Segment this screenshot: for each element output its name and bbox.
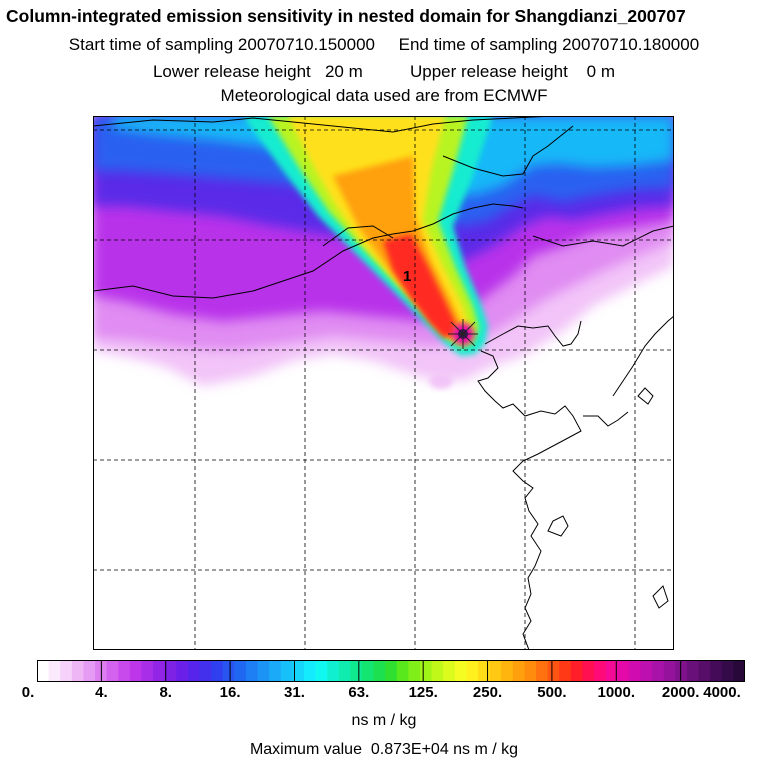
colorbar-cell (106, 660, 119, 682)
colorbar-cell (245, 660, 259, 682)
colorbar-cell (721, 660, 734, 682)
lat-lon-grid (93, 116, 674, 650)
colorbar-cell (199, 660, 212, 682)
colorbar-cell (512, 660, 526, 682)
colorbar-cell (570, 660, 584, 682)
colorbar-cell (129, 660, 143, 682)
meteorological-source-line: Meteorological data used are from ECMWF (220, 86, 548, 105)
colorbar-tick-label: 4000. (703, 684, 741, 701)
maximum-value: Maximum value 0.873E+04 ns m / kg (249, 741, 519, 758)
colorbar-cell (315, 660, 328, 682)
colorbar-cell (176, 660, 189, 682)
sensitivity-map: 1 (93, 116, 674, 650)
map-panel: 1 (93, 116, 674, 650)
colorbar-cell (280, 660, 293, 682)
colorbar-cell (594, 660, 607, 682)
colorbar-tick-label: 500. (537, 684, 567, 701)
colorbar-tick-label: 4. (95, 684, 108, 701)
colorbar-cell (327, 660, 340, 682)
colorbar-cell (454, 660, 468, 682)
colorbar-cell (617, 660, 630, 682)
colorbar-cell (640, 660, 653, 682)
colorbar-units: ns m / kg (351, 712, 417, 729)
colorbar-cell (524, 660, 537, 682)
release-label: 1 (403, 268, 411, 285)
colorbar-cell (60, 660, 73, 682)
colorbar-cell (48, 660, 61, 682)
colorbar-cell (269, 660, 282, 682)
sampling-time-line: Start time of sampling 20070710.150000 E… (68, 35, 700, 54)
map-frame (93, 116, 674, 650)
colorbar-cell (710, 660, 723, 682)
colorbar-cell (303, 660, 317, 682)
colorbar-cell (408, 660, 421, 682)
colorbar-cell (686, 660, 700, 682)
colorbar-cell (652, 660, 665, 682)
colorbar-cell (373, 660, 386, 682)
colorbar-cell (733, 660, 745, 682)
colorbar-tick-label: 0. (21, 684, 35, 701)
colorbar-cell (582, 660, 595, 682)
colorbar-cell (71, 660, 85, 682)
colorbar-tick-label: 125. (408, 684, 438, 701)
colorbar-cell (663, 660, 676, 682)
colorbar-tick-label: 31. (284, 684, 305, 701)
colorbar-cell (292, 660, 305, 682)
colorbar-tick-label: 63. (348, 684, 370, 701)
colorbar-cell (466, 660, 479, 682)
colorbar-cell (118, 660, 131, 682)
colorbar-cell (675, 660, 688, 682)
colorbar-cell (396, 660, 410, 682)
colorbar-cell (338, 660, 351, 682)
colorbar-cell (443, 660, 456, 682)
colorbar-cell (187, 660, 201, 682)
colorbar-cell (559, 660, 572, 682)
colorbar-cell (489, 660, 502, 682)
colorbar-tick-label: 16. (219, 684, 241, 701)
colorbar-cell (257, 660, 270, 682)
colorbar-cell (478, 660, 491, 682)
colorbar-tick-label: 8. (159, 684, 172, 701)
colorbar-cell (547, 660, 560, 682)
colorbar-cell (605, 660, 618, 682)
colorbar-cell (361, 660, 375, 682)
colorbar-cell (420, 660, 433, 682)
colorbar-tick-label: 2000. (661, 684, 700, 701)
colorbar-cell (222, 660, 235, 682)
colorbar-cell (83, 660, 96, 682)
colorbar-cell (350, 660, 363, 682)
colorbar (37, 660, 745, 682)
colorbar-cell (141, 660, 154, 682)
colorbar-cell (501, 660, 514, 682)
coastline-borders (93, 116, 674, 650)
colorbar-cell (536, 660, 549, 682)
colorbar-cell (385, 660, 398, 682)
colorbar-cell (698, 660, 711, 682)
plot-title: Column-integrated emission sensitivity i… (6, 6, 686, 26)
colorbar-cell (234, 660, 247, 682)
colorbar-cell (164, 660, 177, 682)
release-site-marker (448, 319, 478, 349)
colorbar-tick-label: 250. (472, 684, 503, 701)
colorbar-cell (37, 660, 50, 682)
colorbar-cell (211, 660, 224, 682)
colorbar-cell (628, 660, 642, 682)
release-height-line: Lower release height 20 m Upper release … (152, 62, 616, 81)
colorbar-cell (431, 660, 444, 682)
colorbar-tick-label: 1000. (597, 684, 636, 701)
colorbar-cell (153, 660, 166, 682)
